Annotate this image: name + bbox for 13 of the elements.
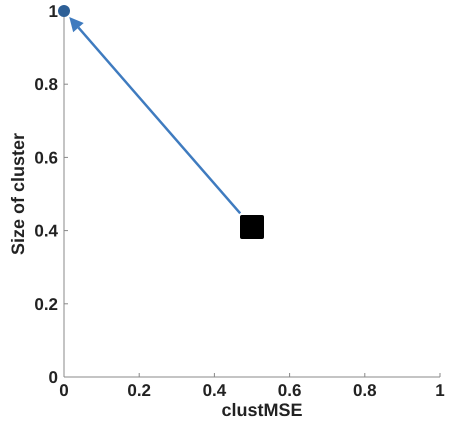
y-tick-label: 0.4 [34, 222, 59, 241]
x-tick-label: 1 [435, 381, 445, 400]
y-axis-title: Size of cluster [8, 132, 28, 256]
x-axis-title: clustMSE [221, 400, 303, 420]
y-tick-label: 1 [48, 2, 58, 21]
x-tick-label: 0.6 [278, 381, 302, 400]
x-tick-label: 0.8 [352, 381, 377, 400]
y-tick-label: 0.2 [34, 294, 58, 314]
y-tick-label: 0 [48, 368, 58, 387]
y-tick-label: 0.8 [34, 75, 58, 94]
y-tick-label: 0.6 [34, 148, 58, 168]
x-tick-label: 0.2 [127, 381, 152, 400]
x-tick-label: 0.4 [202, 381, 227, 400]
